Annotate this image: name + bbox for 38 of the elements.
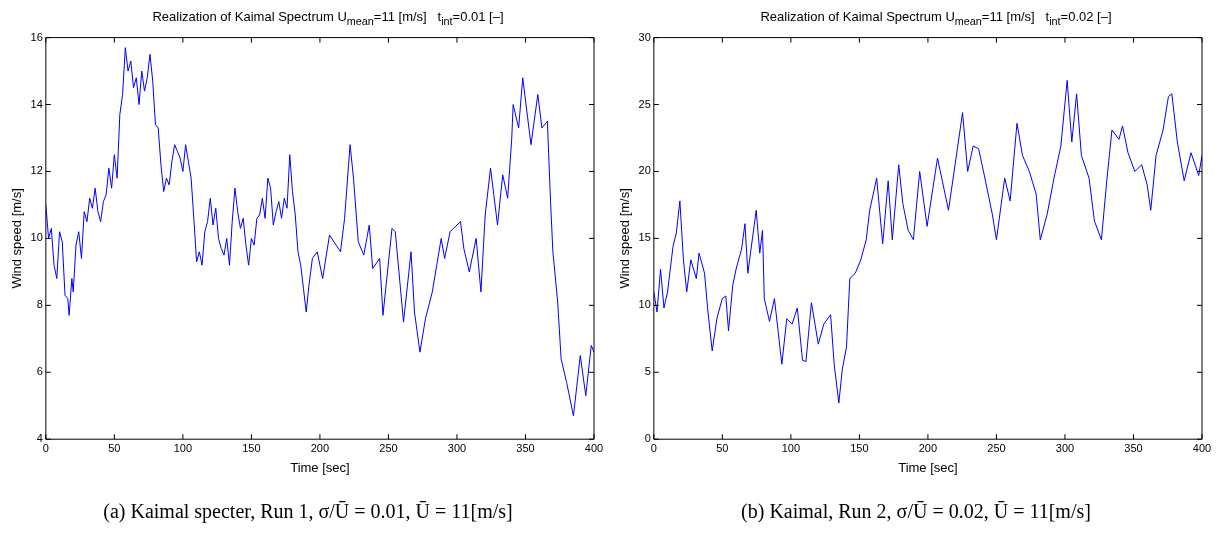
chart-title: Realization of Kaimal Spectrum U$_{mean}$=11 [m/s] t$_{int}$=0.02 [–] bbox=[759, 8, 1112, 28]
x-axis-title: Time [sec] bbox=[290, 459, 350, 475]
y-tick-label: 25 bbox=[638, 97, 651, 110]
text: (b) Kaimal, Run 2, σ/Ū = 0.02, Ū = 11[m/s] bbox=[741, 500, 1091, 523]
y-tick-label: 16 bbox=[30, 30, 43, 43]
x-axis-title: Time [sec] bbox=[898, 459, 958, 475]
x-tick-label: 350 bbox=[1124, 441, 1143, 454]
x-tick-label: 100 bbox=[173, 441, 193, 454]
y-axis-title: Wind speed [m/s] bbox=[617, 188, 633, 289]
y-tick-label: 5 bbox=[644, 365, 651, 378]
x-tick-label: 350 bbox=[516, 441, 535, 454]
x-tick-label: 400 bbox=[1192, 441, 1212, 454]
x-tick-label: 200 bbox=[310, 441, 330, 454]
y-tick-label: 20 bbox=[638, 164, 651, 177]
y-tick-label: 15 bbox=[638, 231, 651, 244]
y-tick-label: 4 bbox=[36, 432, 43, 445]
x-tick-label: 400 bbox=[584, 441, 604, 454]
y-tick-label: 6 bbox=[36, 365, 43, 378]
y-tick-label: 10 bbox=[638, 298, 651, 311]
x-tick-label: 250 bbox=[379, 441, 398, 454]
x-tick-label: 300 bbox=[1055, 441, 1075, 454]
y-axis-title: Wind speed [m/s] bbox=[9, 188, 25, 289]
x-tick-label: 200 bbox=[918, 441, 938, 454]
x-tick-label: 50 bbox=[716, 441, 729, 454]
x-tick-label: 150 bbox=[242, 441, 261, 454]
chart-title: Realization of Kaimal Spectrum U$_{mean}$=11 [m/s] t$_{int}$=0.01 [–] bbox=[151, 8, 504, 28]
y-tick-label: 0 bbox=[644, 432, 651, 445]
y-tick-label: 8 bbox=[36, 298, 43, 311]
text: (a) Kaimal specter, Run 1, σ/Ū = 0.01, Ū = 11[m/s] bbox=[103, 500, 513, 523]
y-tick-label: 10 bbox=[30, 231, 43, 244]
x-tick-label: 150 bbox=[850, 441, 869, 454]
y-tick-label: 12 bbox=[30, 164, 43, 177]
x-tick-label: 50 bbox=[108, 441, 121, 454]
x-tick-label: 100 bbox=[781, 441, 801, 454]
y-tick-label: 14 bbox=[30, 97, 43, 110]
y-tick-label: 30 bbox=[638, 30, 651, 43]
x-tick-label: 300 bbox=[447, 441, 467, 454]
x-tick-label: 250 bbox=[987, 441, 1006, 454]
